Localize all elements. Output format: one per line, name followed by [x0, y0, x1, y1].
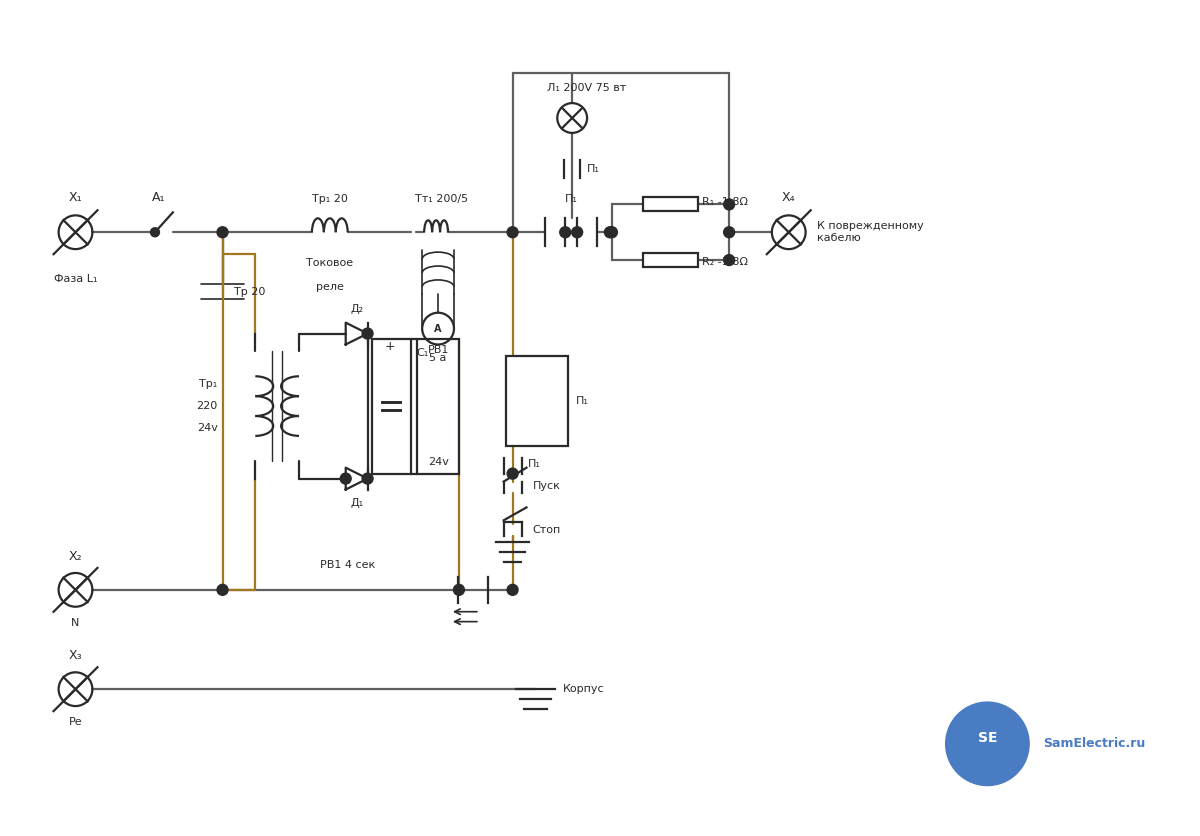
- Text: Д₁: Д₁: [350, 498, 364, 508]
- Text: X₄: X₄: [782, 191, 796, 205]
- Text: реле: реле: [316, 282, 343, 292]
- Text: П₁: П₁: [587, 164, 600, 174]
- Text: П₁: П₁: [576, 396, 589, 406]
- Text: X₃: X₃: [68, 650, 83, 662]
- Text: 24v: 24v: [427, 456, 449, 466]
- Text: Стоп: Стоп: [533, 525, 560, 535]
- Text: РВ1 4 сек: РВ1 4 сек: [320, 560, 376, 570]
- Text: Пуск: Пуск: [533, 481, 560, 491]
- Text: Тр 20: Тр 20: [234, 287, 266, 297]
- Text: +: +: [385, 340, 396, 353]
- Circle shape: [571, 227, 583, 237]
- Circle shape: [508, 584, 518, 595]
- Text: Токовое: Токовое: [306, 258, 353, 268]
- Circle shape: [724, 199, 734, 210]
- Text: 220: 220: [197, 401, 217, 411]
- Text: П₁: П₁: [565, 195, 577, 205]
- Text: 24v: 24v: [197, 423, 217, 433]
- Text: Тр₁ 20: Тр₁ 20: [312, 195, 348, 205]
- Text: X₂: X₂: [68, 550, 83, 563]
- Text: X₁: X₁: [68, 191, 83, 205]
- Circle shape: [217, 584, 228, 595]
- Text: Тр₁: Тр₁: [199, 380, 217, 390]
- Text: Ре: Ре: [68, 717, 83, 727]
- Text: N: N: [71, 618, 79, 628]
- Circle shape: [508, 227, 518, 237]
- Text: К поврежденному
кабелю: К поврежденному кабелю: [816, 222, 923, 243]
- Circle shape: [362, 328, 373, 339]
- Text: Тт₁ 200/5: Тт₁ 200/5: [414, 195, 468, 205]
- Text: A₁: A₁: [152, 191, 166, 205]
- Circle shape: [217, 227, 228, 237]
- Circle shape: [605, 227, 616, 237]
- Bar: [372, 339, 412, 474]
- Bar: [643, 253, 698, 267]
- Text: SamElectric.ru: SamElectric.ru: [1043, 737, 1145, 751]
- Bar: [418, 339, 458, 474]
- Bar: [643, 197, 698, 212]
- Circle shape: [724, 227, 734, 237]
- Text: РВ1: РВ1: [427, 345, 449, 355]
- Text: Корпус: Корпус: [563, 684, 605, 694]
- Circle shape: [508, 468, 518, 479]
- Text: Д₂: Д₂: [350, 303, 364, 314]
- Circle shape: [724, 255, 734, 266]
- Text: П₁: П₁: [528, 459, 540, 469]
- Text: A: A: [434, 324, 442, 334]
- Circle shape: [362, 473, 373, 484]
- Text: R₁ -1.8Ω: R₁ -1.8Ω: [702, 197, 749, 207]
- Circle shape: [150, 227, 160, 237]
- Circle shape: [454, 584, 464, 595]
- Text: 5 а: 5 а: [430, 354, 446, 364]
- Text: Л₁ 200V 75 вт: Л₁ 200V 75 вт: [547, 83, 626, 93]
- Circle shape: [606, 227, 617, 237]
- Text: C₁: C₁: [416, 349, 428, 359]
- Circle shape: [341, 473, 352, 484]
- Text: SE: SE: [978, 731, 997, 745]
- Circle shape: [946, 702, 1030, 786]
- Bar: [505, 356, 569, 446]
- Text: Фаза L₁: Фаза L₁: [54, 274, 97, 284]
- Text: R₂ -1.8Ω: R₂ -1.8Ω: [702, 257, 749, 267]
- Circle shape: [559, 227, 571, 237]
